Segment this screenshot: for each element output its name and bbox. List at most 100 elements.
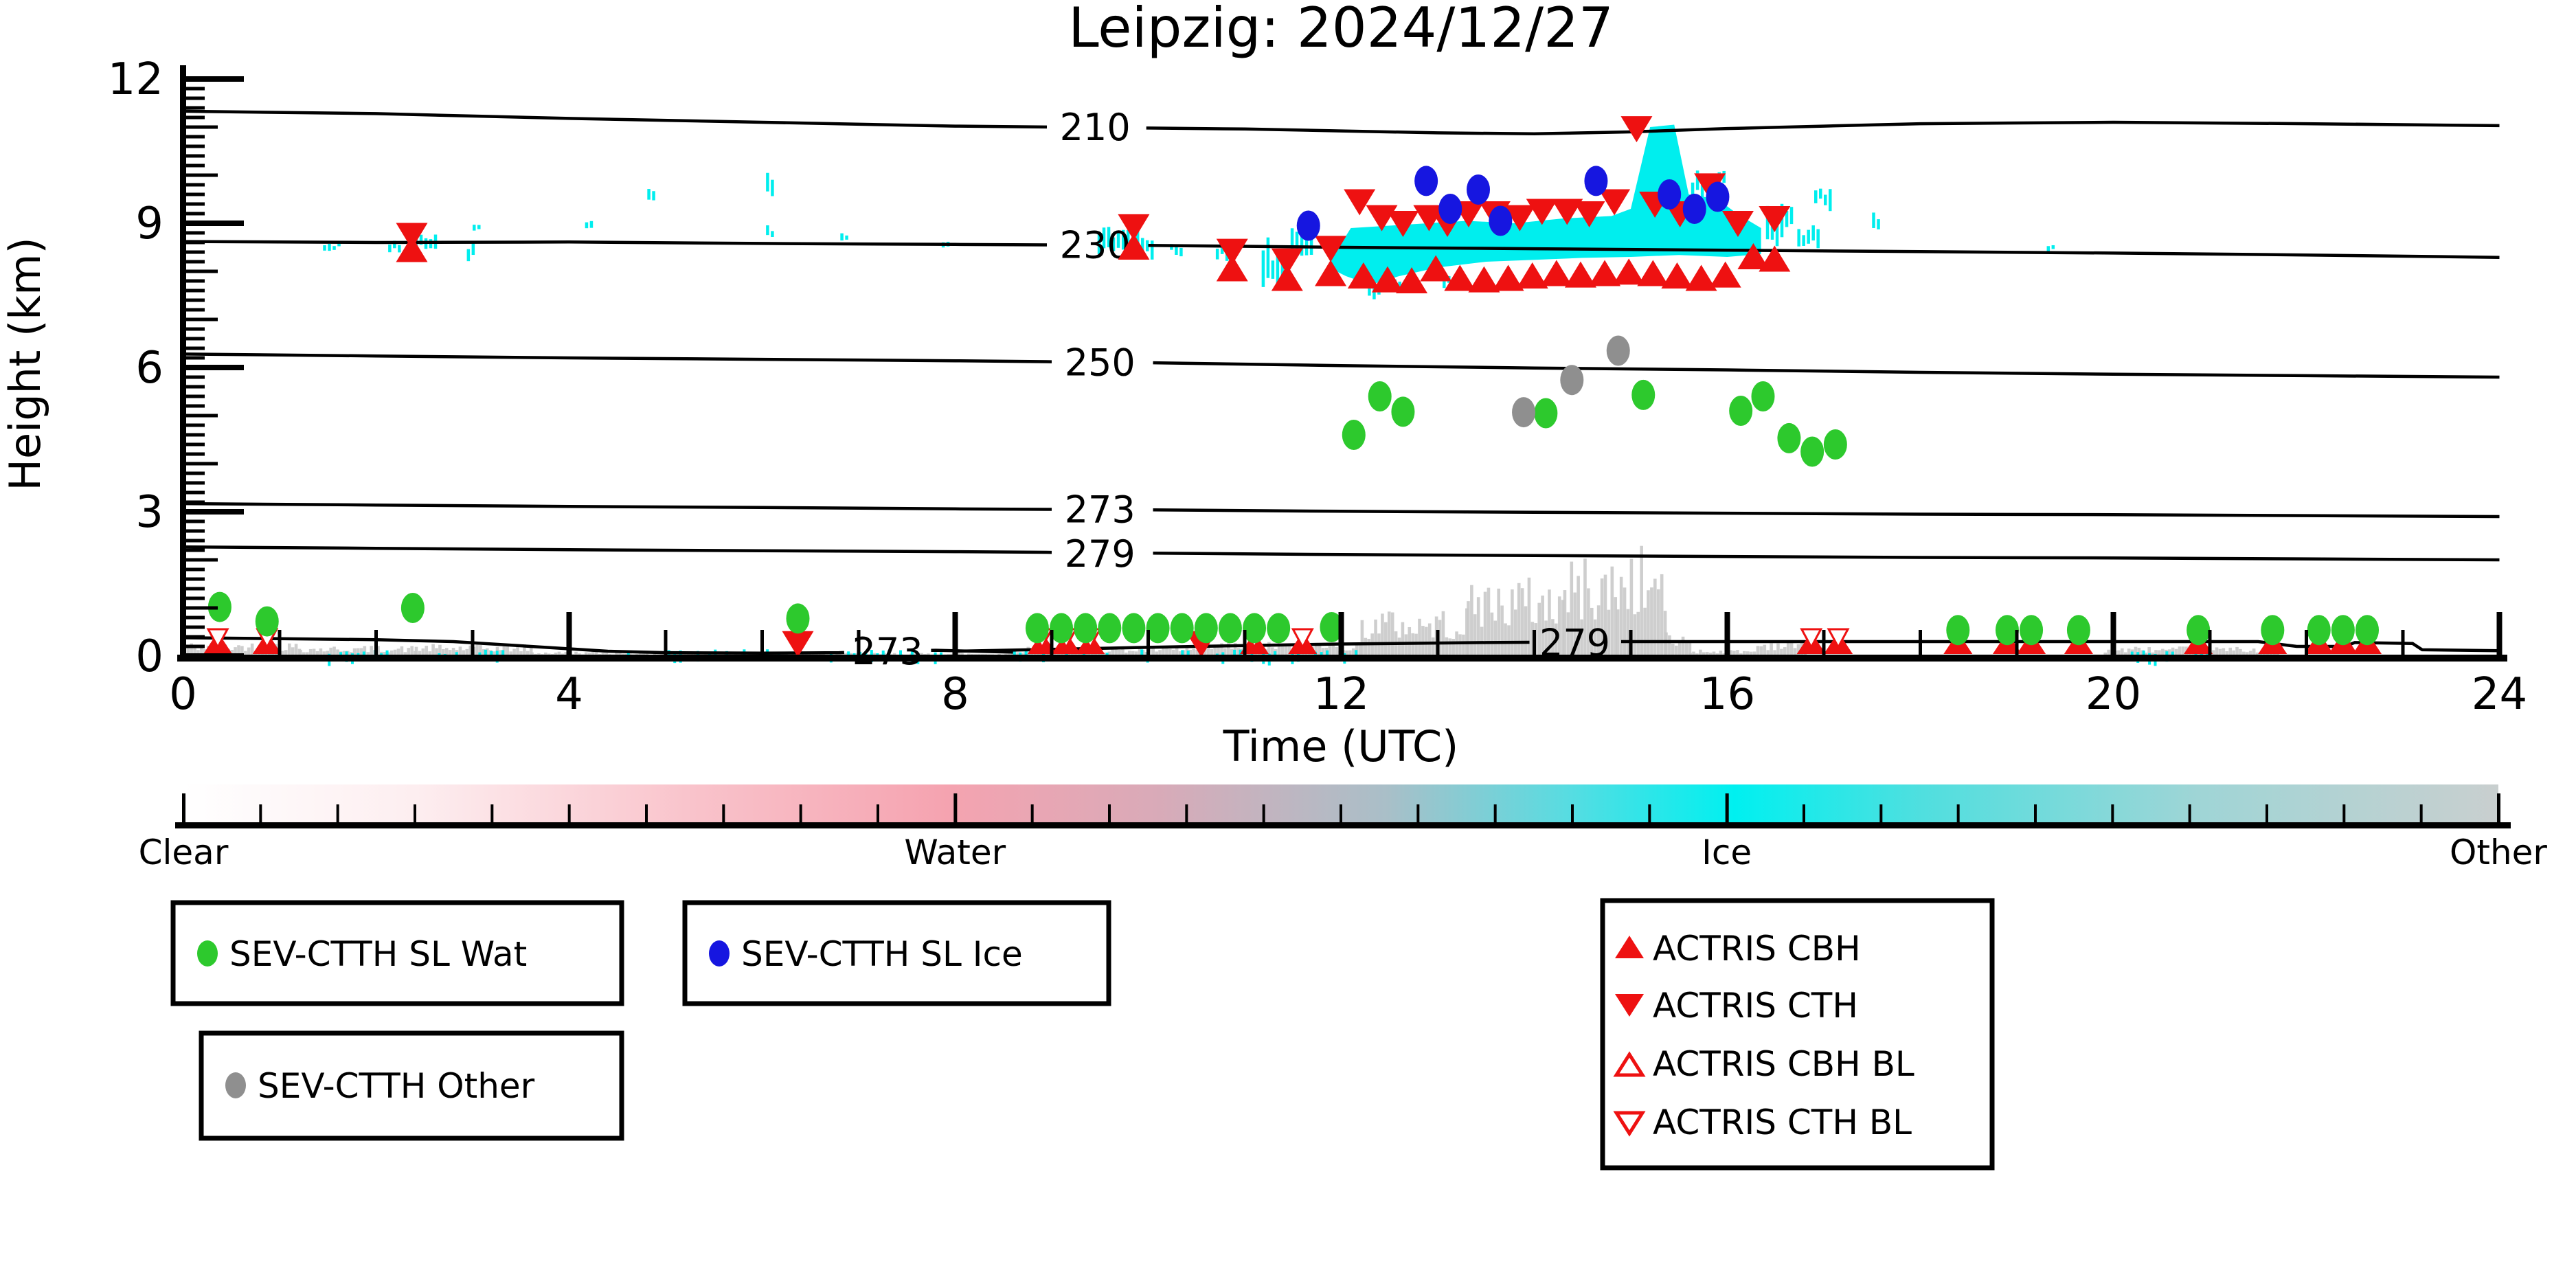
- y-tick: [186, 317, 218, 321]
- clutter-bar: [1577, 576, 1580, 658]
- actris-cbh-point: [1661, 262, 1693, 289]
- ice-speck: [337, 242, 341, 247]
- clutter-bar: [1580, 619, 1583, 658]
- sl-other-point: [1512, 397, 1536, 428]
- clutter-bar: [444, 648, 449, 658]
- clutter-bar: [1660, 574, 1664, 658]
- colorbar-label: Water: [904, 833, 1006, 872]
- ground-ice-speck: [484, 649, 487, 658]
- actris-cbh-point: [1564, 261, 1596, 288]
- actris-cth-point: [1118, 214, 1150, 240]
- clutter-bar: [343, 651, 346, 658]
- ice-cloud-mask-layer: [323, 124, 2209, 666]
- ice-speck: [1309, 227, 1313, 255]
- actris-cth-point: [1344, 189, 1376, 216]
- ground-ice-speck: [1326, 650, 1329, 658]
- colorbar-tick: [1648, 804, 1651, 822]
- colorbar-tick: [1108, 804, 1111, 822]
- clutter-bar: [2117, 650, 2121, 658]
- clutter-bar: [1504, 623, 1507, 658]
- clutter-bar: [1455, 631, 1458, 658]
- clutter-bar: [1544, 620, 1548, 658]
- x-tick: [278, 630, 282, 655]
- actris-cth-point: [1315, 236, 1347, 262]
- actris-cbh-point: [1613, 258, 1645, 285]
- clutter-bar: [2248, 651, 2252, 658]
- clutter-bar: [410, 646, 414, 658]
- clutter-bar: [1210, 648, 1214, 658]
- ice-speck: [589, 221, 594, 228]
- clutter-bar: [1607, 609, 1611, 658]
- y-tick: [186, 221, 244, 226]
- clutter-bar: [1404, 634, 1408, 658]
- clutter-bar: [1040, 650, 1043, 658]
- y-tick: [186, 596, 205, 600]
- clutter-bar: [499, 650, 503, 658]
- isotherm-line: [1621, 640, 2500, 653]
- clutter-bar: [1603, 574, 1607, 658]
- sl-wat-point: [2307, 615, 2331, 646]
- clutter-bar: [287, 643, 291, 658]
- sl-ice-point: [1414, 166, 1438, 196]
- ice-speck: [1819, 188, 1822, 199]
- clutter-bar: [1431, 637, 1435, 658]
- clutter-bar: [475, 644, 479, 658]
- clutter-bar: [1736, 650, 1739, 658]
- x-tick: [2401, 630, 2405, 655]
- ice-speck: [1276, 253, 1280, 286]
- y-tick: [186, 231, 205, 235]
- clutter-bar: [1448, 638, 1452, 658]
- clutter-bar: [244, 651, 247, 658]
- clutter-bar: [1220, 643, 1223, 658]
- clutter-bar: [1681, 636, 1685, 658]
- clutter-bar: [485, 648, 489, 658]
- actris-cth-point: [1551, 199, 1583, 225]
- x-tick-label: 4: [555, 669, 583, 720]
- y-tick: [186, 577, 205, 581]
- sl-ice-point: [1706, 181, 1730, 212]
- clutter-bar: [506, 644, 510, 658]
- clutter-bar: [451, 648, 455, 658]
- clutter-bar: [267, 651, 271, 658]
- ice-speck: [1695, 170, 1699, 190]
- y-axis-spine: [180, 65, 186, 660]
- ice-speck: [1266, 237, 1270, 278]
- x-tick: [2208, 630, 2212, 655]
- x-tick: [1629, 630, 1633, 655]
- ice-speck: [2051, 245, 2055, 249]
- clutter-bar: [376, 646, 380, 658]
- ice-speck: [1811, 225, 1815, 241]
- colorbar-labels: Clear Water Ice Other: [139, 833, 2548, 872]
- clutter-bar: [1374, 619, 1377, 658]
- y-tick: [186, 509, 244, 515]
- actris-cth-point: [1216, 238, 1248, 265]
- clutter-bar: [1345, 650, 1348, 658]
- colorbar-tick: [1879, 804, 1883, 822]
- clutter-bar: [1462, 634, 1465, 658]
- clutter-bar: [237, 645, 240, 658]
- y-tick: [186, 423, 205, 427]
- clutter-bar: [284, 650, 288, 658]
- sl-wat-point: [1194, 613, 1218, 644]
- y-tick-label: 6: [135, 343, 163, 394]
- ice-speck: [1290, 228, 1294, 249]
- clutter-bar: [1118, 649, 1121, 658]
- clutter-bar: [1500, 605, 1504, 658]
- isotherm-line: [183, 545, 1052, 554]
- sl-other-point: [1606, 335, 1630, 366]
- sl-ice-point: [1296, 210, 1320, 241]
- clutter-bar: [1619, 576, 1623, 658]
- ice-speck: [845, 235, 848, 240]
- clutter-bar: [1364, 637, 1368, 658]
- clutter-bar: [234, 647, 237, 658]
- y-tick: [186, 346, 205, 350]
- ice-speck: [652, 191, 655, 201]
- clutter-bar: [2181, 646, 2185, 658]
- clutter-bar: [1566, 612, 1570, 658]
- ice-speck: [840, 233, 844, 241]
- clutter-bar: [2174, 648, 2178, 658]
- x-axis-title: Time (UTC): [1223, 721, 1459, 771]
- colorbar-tick: [2419, 804, 2423, 822]
- legend-box: [199, 1030, 624, 1141]
